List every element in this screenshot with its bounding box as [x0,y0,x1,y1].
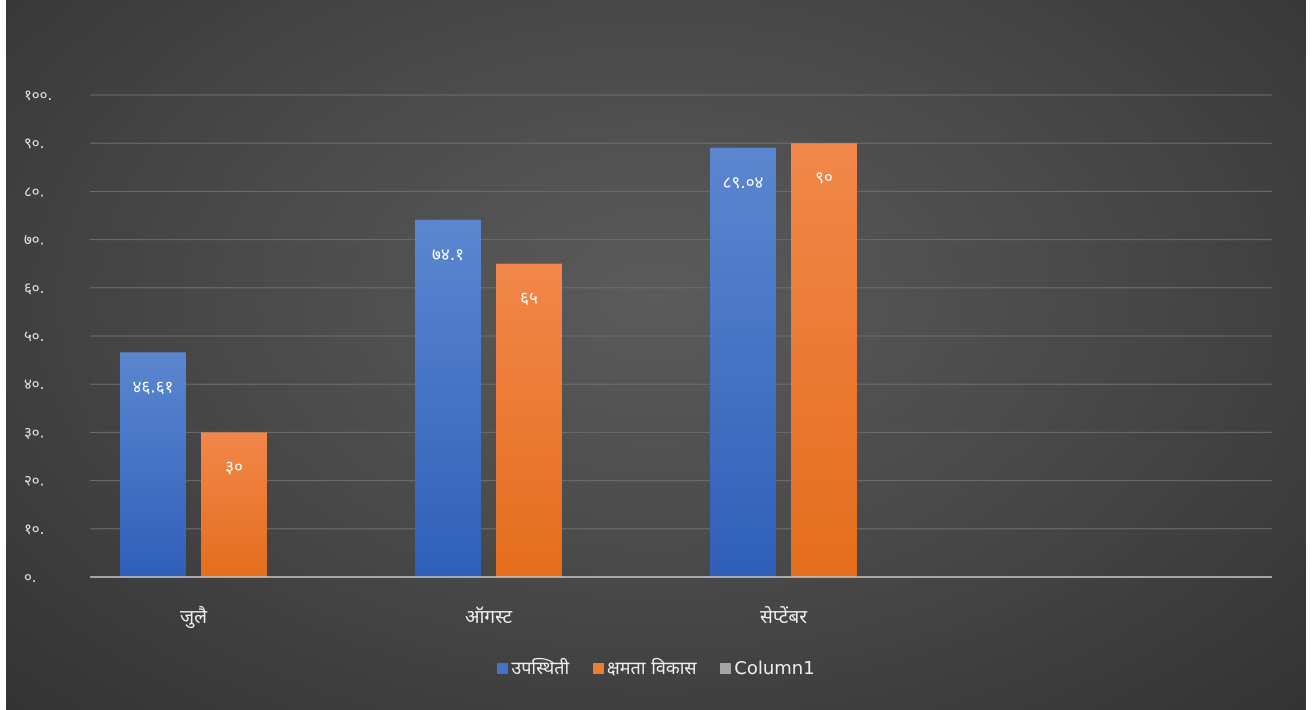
bars [120,143,857,577]
y-tick-label: ८०. [24,182,44,200]
data-label: ९० [815,168,833,188]
y-tick-label: ६०. [24,279,44,297]
bar-chart: ०. १०. २०. ३०. ४०. ५०. ६०. ७०. ८०. ९०. १००. ४६.६१ ३… [24,86,1272,629]
y-tick-label: ३०. [24,423,44,441]
legend-item-series-1[interactable]: उपस्थिती [497,656,569,680]
y-tick-label: ७०. [24,231,44,249]
x-axis-category-labels: जुलै ऑगस्ट सेप्टेंबर [180,605,808,629]
bar-series-1[interactable] [710,147,776,577]
bar-series-2[interactable] [496,263,562,577]
x-category-label: सेप्टेंबर [760,605,808,628]
y-tick-label: ०. [24,568,37,586]
data-labels: ४६.६१ ३० ७४.१ ६५ ८९.०४ ९० [133,168,833,477]
y-tick-label: ४०. [24,375,44,393]
legend-swatch-gray [720,662,732,674]
data-label: ३० [225,457,243,477]
legend: उपस्थिती क्षमता विकास Column1 [6,656,1306,680]
data-label: ६५ [520,289,538,309]
y-tick-label: २०. [24,472,44,490]
data-label: ७४.१ [432,245,464,265]
chart-area: ०. १०. २०. ३०. ४०. ५०. ६०. ७०. ८०. ९०. १००. ४६.६१ ३… [6,0,1306,710]
bar-series-1[interactable] [415,219,481,577]
gridlines [90,94,1272,530]
legend-label: क्षमता विकास [606,658,697,679]
y-tick-label: १०. [24,520,44,538]
y-axis-tick-labels: ०. १०. २०. ३०. ४०. ५०. ६०. ७०. ८०. ९०. १००. [24,86,52,586]
y-tick-label: १००. [24,86,52,104]
legend-label: उपस्थिती [511,658,570,679]
bar-series-2[interactable] [791,143,857,577]
x-category-label: ऑगस्ट [465,606,513,628]
legend-item-series-2[interactable]: क्षमता विकास [592,656,697,680]
legend-swatch-blue [497,662,509,674]
data-label: ४६.६१ [133,377,174,397]
bar-series-1[interactable] [120,352,186,577]
x-category-label: जुलै [180,605,208,629]
y-tick-label: ५०. [24,327,44,345]
bar-series-2[interactable] [201,432,267,577]
legend-swatch-orange [592,662,604,674]
y-tick-label: ९०. [24,134,44,152]
data-label: ८९.०४ [723,173,764,193]
legend-label: Column1 [734,657,815,679]
legend-item-series-3[interactable]: Column1 [720,657,815,679]
